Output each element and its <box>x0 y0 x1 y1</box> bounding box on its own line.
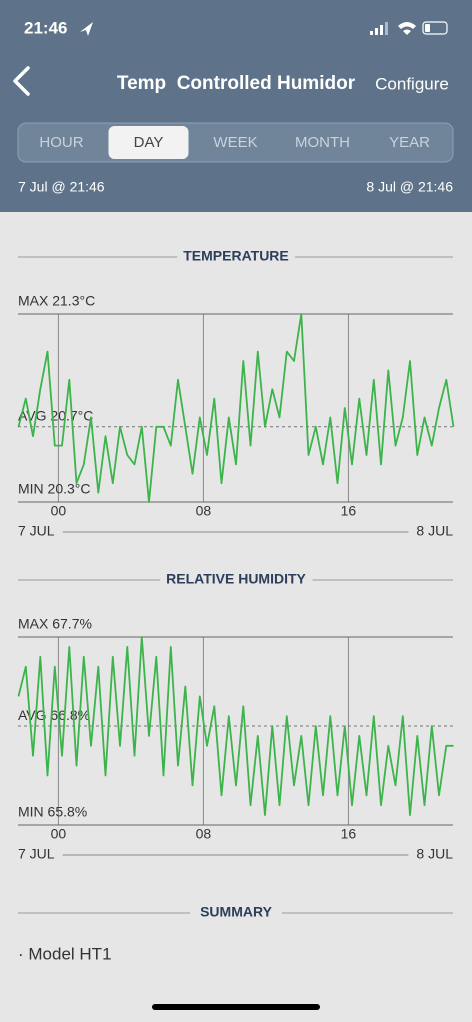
x-tick-label: 08 <box>196 826 212 842</box>
chart-title: TEMPERATURE <box>183 248 289 264</box>
data-line <box>17 636 454 816</box>
tab-selected <box>108 126 189 159</box>
tabs: HOUR DAY WEEK MONTH YEAR <box>39 126 430 159</box>
y-tick-label: MIN 65.8% <box>18 804 87 820</box>
tab[interactable]: YEAR <box>389 134 430 151</box>
status-time: 21:46 <box>24 18 67 37</box>
x-tick-label: 08 <box>196 503 212 519</box>
wifi-icon <box>398 22 416 35</box>
tab[interactable]: MONTH <box>295 134 350 151</box>
tab[interactable]: DAY <box>134 134 164 151</box>
tab[interactable]: HOUR <box>39 134 83 151</box>
range-start: 7 Jul @ 21:46 <box>18 179 105 195</box>
signal-icon <box>370 22 388 35</box>
end-date: 8 JUL <box>416 846 453 862</box>
x-tick-label: 16 <box>341 826 357 842</box>
battery-level <box>425 24 430 32</box>
y-tick-label: MAX 21.3°C <box>18 293 95 309</box>
back-button[interactable] <box>13 66 30 96</box>
range-end: 8 Jul @ 21:46 <box>366 179 453 195</box>
end-date: 8 JUL <box>416 523 453 539</box>
location-icon <box>80 22 93 36</box>
x-tick-label: 00 <box>51 826 67 842</box>
x-tick-label: 00 <box>51 503 67 519</box>
tab[interactable]: WEEK <box>213 134 257 151</box>
x-tick-label: 16 <box>341 503 357 519</box>
screen-title: Temp Controlled Humidor <box>117 73 356 94</box>
y-tick-label: MAX 67.7% <box>18 616 92 632</box>
summary-item: · Model HT1 <box>18 944 112 963</box>
y-tick-label: MIN 20.3°C <box>18 481 91 497</box>
start-date: 7 JUL <box>18 523 55 539</box>
summary-title: SUMMARY <box>200 904 272 920</box>
header-background <box>0 0 472 212</box>
home-indicator <box>152 1004 320 1010</box>
battery-icon <box>422 21 448 35</box>
configure-button[interactable]: Configure <box>375 74 449 93</box>
data-line <box>17 313 455 503</box>
chart-title: RELATIVE HUMIDITY <box>166 571 306 587</box>
start-date: 7 JUL <box>18 846 55 862</box>
